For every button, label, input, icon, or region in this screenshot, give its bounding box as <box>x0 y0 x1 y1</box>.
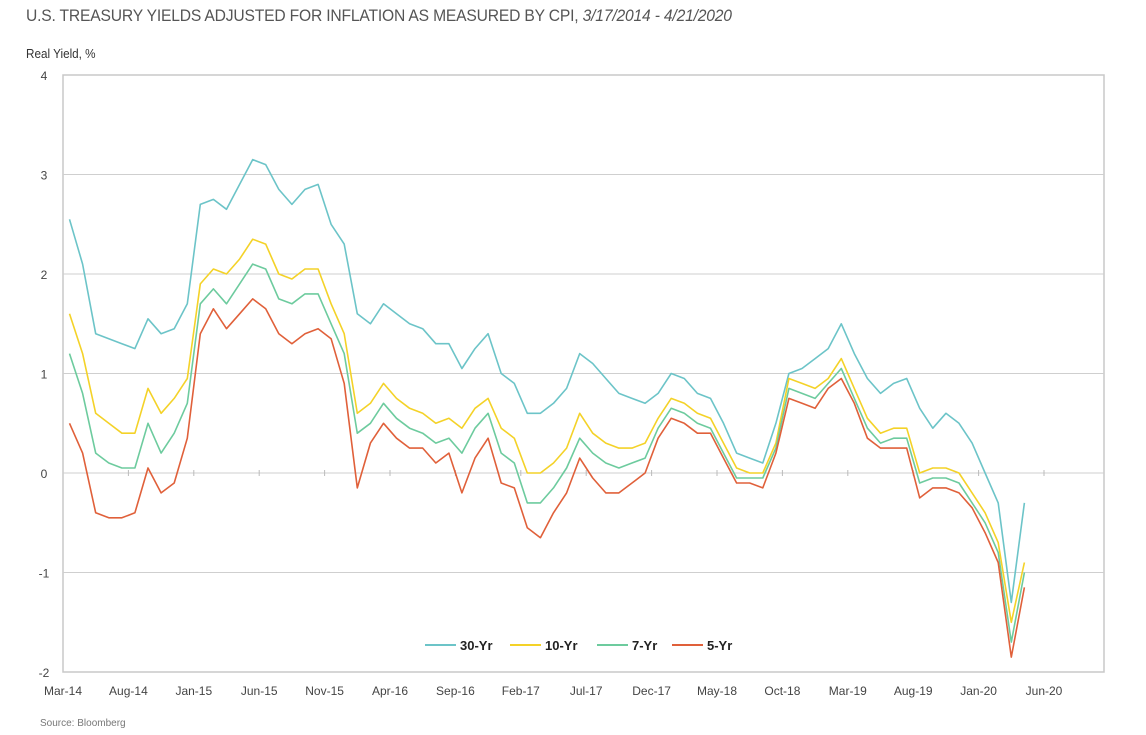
y-tick-label: 4 <box>41 69 48 83</box>
chart-title: U.S. TREASURY YIELDS ADJUSTED FOR INFLAT… <box>26 6 732 26</box>
x-tick-label: May-18 <box>697 684 737 698</box>
x-tick-label: Mar-14 <box>44 684 82 698</box>
y-tick-label: 1 <box>41 368 48 382</box>
source-note: Source: Bloomberg <box>40 718 126 729</box>
x-tick-label: Jun-15 <box>241 684 278 698</box>
x-tick-label: Apr-16 <box>372 684 408 698</box>
legend-label-30-yr: 30-Yr <box>460 638 493 653</box>
chart-title-main: U.S. TREASURY YIELDS ADJUSTED FOR INFLAT… <box>26 6 583 25</box>
chart-title-range: 3/17/2014 - 4/21/2020 <box>582 6 732 25</box>
y-tick-label: 0 <box>41 467 48 481</box>
legend-label-7-yr: 7-Yr <box>632 638 657 653</box>
x-tick-label: Jan-20 <box>960 684 997 698</box>
y-tick-label: -2 <box>39 666 50 680</box>
x-tick-label: Jun-20 <box>1026 684 1063 698</box>
legend-label-5-yr: 5-Yr <box>707 638 732 653</box>
legend-label-10-yr: 10-Yr <box>545 638 578 653</box>
series-line-7-yr <box>68 263 1026 643</box>
x-tick-label: Aug-19 <box>894 684 933 698</box>
x-tick-label: Jan-15 <box>175 684 212 698</box>
x-tick-label: Oct-18 <box>764 684 800 698</box>
x-tick-label: Sep-16 <box>436 684 475 698</box>
x-tick-label: Nov-15 <box>305 684 344 698</box>
x-tick-label: Aug-14 <box>109 684 148 698</box>
x-tick-label: Feb-17 <box>502 684 540 698</box>
y-tick-label: 2 <box>41 268 48 282</box>
y-axis-label: Real Yield, % <box>26 46 96 61</box>
x-tick-label: Jul-17 <box>570 684 603 698</box>
x-tick-label: Mar-19 <box>829 684 867 698</box>
series-line-5-yr <box>68 298 1026 658</box>
series-line-30-yr <box>68 158 1026 604</box>
x-tick-label: Dec-17 <box>632 684 671 698</box>
y-tick-label: -1 <box>39 567 50 581</box>
y-tick-label: 3 <box>41 169 48 183</box>
series-line-10-yr <box>68 238 1026 624</box>
